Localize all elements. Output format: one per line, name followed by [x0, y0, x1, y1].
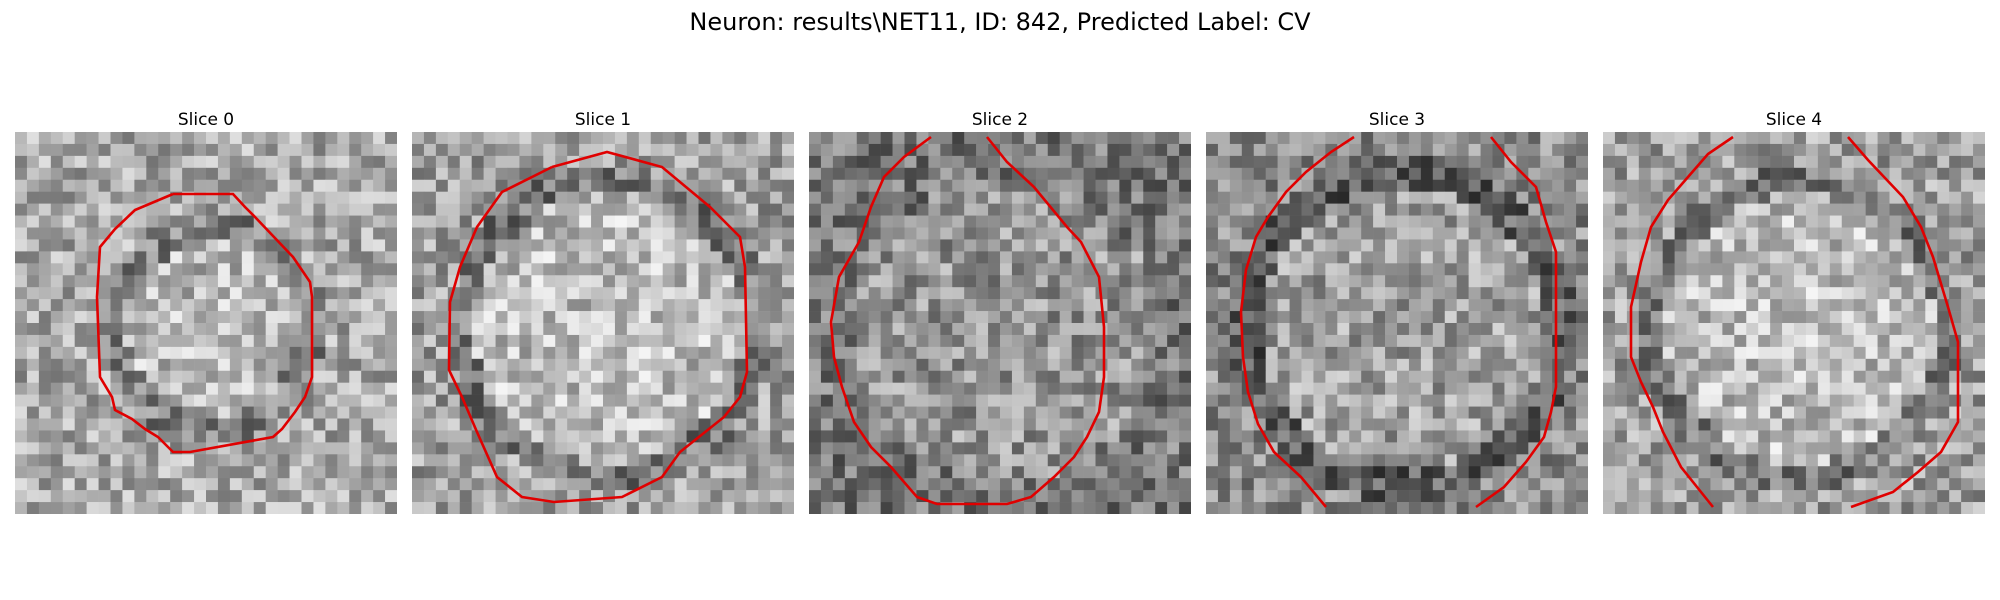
contour-line-1 — [447, 150, 749, 504]
slice-panel-4: Slice 4 — [1603, 108, 1985, 514]
slice-pixels-2 — [809, 132, 1191, 514]
slice-image-3 — [1206, 132, 1588, 514]
contour-line-2 — [829, 135, 1106, 506]
contour-line-4 — [1629, 135, 1734, 508]
slice-panel-0: Slice 0 — [15, 108, 397, 514]
slice-title-0: Slice 0 — [177, 110, 235, 130]
slice-panel-3: Slice 3 — [1206, 108, 1588, 514]
slice-image-0 — [15, 132, 397, 514]
slice-pixels-0 — [15, 132, 397, 514]
slice-image-1 — [412, 132, 794, 514]
figure-title: Neuron: results\NET11, ID: 842, Predicte… — [689, 8, 1311, 36]
slice-panel-2: Slice 2 — [809, 108, 1191, 514]
contour-line-3b — [1475, 136, 1558, 509]
slice-image-4 — [1603, 132, 1985, 514]
slice-pixels-4 — [1603, 132, 1985, 514]
slice-pixels-1 — [412, 132, 794, 514]
slice-title-4: Slice 4 — [1765, 110, 1823, 130]
contour-line-0 — [95, 192, 314, 454]
slice-image-2 — [809, 132, 1191, 514]
slice-title-3: Slice 3 — [1368, 110, 1426, 130]
slice-pixels-3 — [1206, 132, 1588, 514]
slice-panel-1: Slice 1 — [412, 108, 794, 514]
slice-title-2: Slice 2 — [971, 110, 1029, 130]
contour-line-4b — [1847, 136, 1960, 509]
slice-title-1: Slice 1 — [574, 110, 632, 130]
contour-line-3 — [1239, 135, 1355, 508]
